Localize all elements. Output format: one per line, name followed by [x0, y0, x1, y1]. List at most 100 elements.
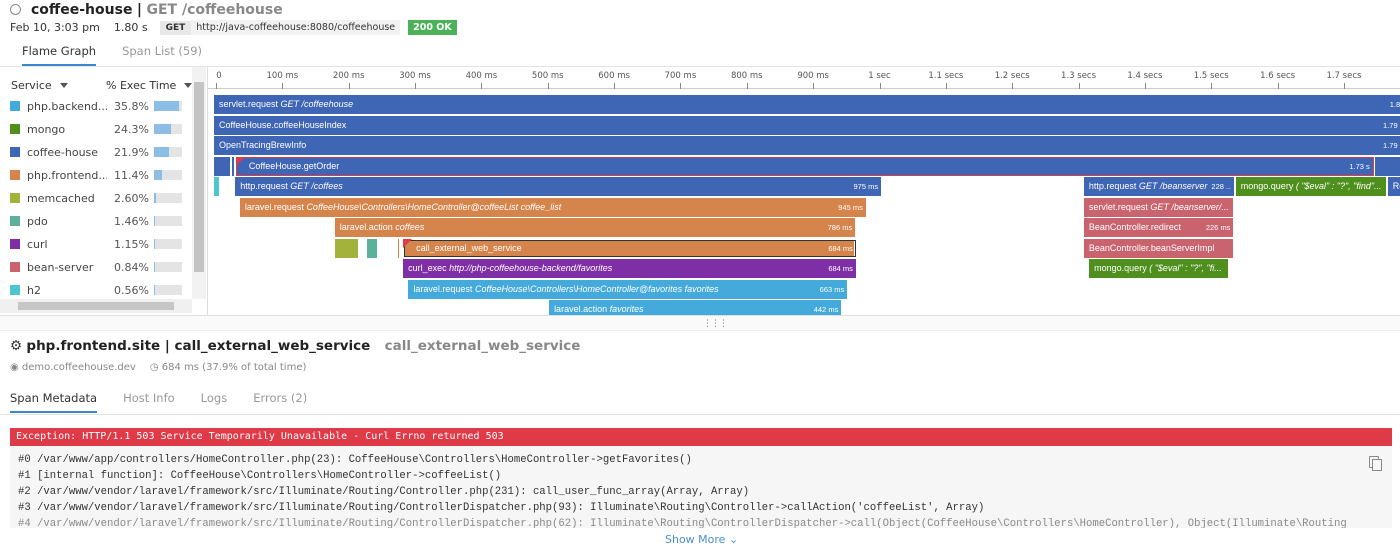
service-sort-header[interactable]: Service: [11, 79, 68, 92]
flame-span[interactable]: http.request GET /coffees 975 ms: [235, 177, 883, 196]
span-duration: 1.79: [1383, 141, 1398, 150]
grip-icon[interactable]: ⋮⋮⋮: [703, 319, 728, 329]
flame-span[interactable]: mongo.query ( "$eval" : "?", "find"...: [1235, 177, 1388, 196]
axis-tick: [1078, 83, 1080, 89]
service-name: h2: [27, 283, 41, 297]
scrollbar-thumb[interactable]: [18, 302, 174, 310]
host-name[interactable]: demo.coffeehouse.dev: [21, 362, 136, 373]
percent-bar-fill: [154, 285, 155, 295]
service-percent: 0.56%: [114, 283, 149, 297]
flame-span[interactable]: [366, 238, 378, 258]
axis-tick: [680, 83, 682, 89]
axis-tick: [1343, 83, 1345, 89]
span-label: servlet.request GET /beanserver/...: [1089, 198, 1231, 217]
axis-tick: [348, 83, 350, 89]
flame-span[interactable]: [300, 218, 303, 237]
percent-bar: [154, 101, 182, 111]
tab-span-list[interactable]: Span List (59): [122, 44, 203, 58]
show-more-link[interactable]: Show More ⌄: [665, 533, 739, 546]
exec-time-sort-header[interactable]: % Exec Time: [106, 79, 193, 92]
span-name: BeanController.beanServerImpl: [1088, 242, 1215, 253]
tab-span-metadata[interactable]: Span Metadata: [10, 391, 98, 413]
tab-errors[interactable]: Errors (2): [253, 391, 308, 405]
service-row[interactable]: mongo 24.3%: [0, 119, 192, 139]
flame-span[interactable]: CoffeeHouse.getOrder 1.73 s: [235, 156, 1374, 176]
flame-span[interactable]: [1375, 156, 1400, 176]
service-color-swatch: [10, 216, 20, 226]
service-row[interactable]: curl 1.15%: [0, 234, 192, 254]
span-name: BeanController.redirect: [1088, 222, 1181, 232]
flame-span[interactable]: [334, 238, 359, 258]
span-resource: GET /beanserver/...: [1150, 201, 1229, 212]
flame-span[interactable]: curl_exec http://php-coffeehouse-backend…: [403, 259, 857, 278]
flame-span[interactable]: mongo.query ( "$eval" : "?", "fi...: [1089, 259, 1230, 278]
percent-bar-fill: [154, 262, 155, 272]
service-row[interactable]: coffee-house 21.9%: [0, 142, 192, 162]
span-label: laravel.action favorites: [554, 300, 810, 315]
flame-span[interactable]: http.request GET /beanserver 228 ...: [1083, 177, 1236, 196]
service-color-swatch: [10, 101, 20, 111]
axis-tick: [282, 83, 284, 89]
tab-host-info[interactable]: Host Info: [123, 391, 175, 405]
axis-tick: [879, 83, 881, 89]
service-header-label: Service: [11, 79, 52, 92]
axis-tick: [746, 83, 748, 89]
tab-logs[interactable]: Logs: [200, 391, 228, 405]
span-resource: favorites: [609, 304, 644, 314]
flame-span[interactable]: [537, 300, 540, 315]
flame-span[interactable]: Re: [1387, 177, 1400, 196]
span-name: curl_exec: [408, 263, 447, 273]
flame-span[interactable]: laravel.action coffees 786 ms: [334, 218, 857, 237]
span-resource: CoffeeHouse\Controllers\HomeController@f…: [474, 283, 719, 294]
panel-resize-handle[interactable]: [0, 315, 1400, 331]
flame-span[interactable]: [214, 156, 231, 176]
flame-graph: servlet.request GET /coffeehouse1.80Coff…: [214, 95, 1400, 315]
span-label: Re: [1393, 177, 1400, 196]
flame-span[interactable]: [214, 177, 220, 196]
flame-span[interactable]: laravel.action favorites 442 ms: [549, 300, 843, 315]
service-row[interactable]: php.backend... 35.8%: [0, 96, 192, 116]
service-name: curl: [27, 237, 48, 251]
span-name: mongo.query: [1094, 263, 1147, 273]
flame-span[interactable]: servlet.request GET /beanserver/...: [1083, 197, 1235, 217]
axis-tick-label: 1.1 secs: [928, 71, 964, 81]
percent-bar-fill: [154, 124, 171, 134]
time-axis: 0 100 ms 200 ms 300 ms 400 ms 500 ms 600 ms 700…: [208, 67, 1400, 89]
caret-down-icon: [184, 83, 193, 88]
service-percent: 11.4%: [114, 168, 149, 182]
service-name: memcached: [27, 191, 95, 205]
axis-tick-label: 1 sec: [868, 71, 891, 81]
flame-span[interactable]: laravel.request CoffeeHouse\Controllers\…: [239, 197, 867, 217]
span-name: laravel.request: [413, 283, 473, 294]
span-name: laravel.action: [554, 304, 608, 314]
service-row[interactable]: pdo 1.46%: [0, 211, 192, 231]
service-row[interactable]: bean-server 0.84%: [0, 257, 192, 277]
service-row[interactable]: h2 0.56%: [0, 280, 192, 300]
span-label: http.request GET /beanserver: [1089, 177, 1208, 196]
flame-span[interactable]: OpenTracingBrewInfo 1.79: [214, 136, 1400, 155]
span-label: BeanController.redirect: [1089, 218, 1202, 237]
flame-span[interactable]: [322, 218, 325, 237]
http-method-badge: GET: [159, 20, 192, 35]
axis-tick: [614, 83, 616, 89]
span-resource: CoffeeHouse\Controllers\HomeController@c…: [306, 201, 562, 212]
flame-span[interactable]: BeanController.redirect 226 ms: [1083, 218, 1235, 237]
scrollbar-thumb[interactable]: [194, 82, 204, 272]
flame-span[interactable]: [231, 156, 236, 176]
axis-tick-label: 1.7 secs: [1326, 71, 1362, 81]
exec-header-label: % Exec Time: [106, 79, 177, 92]
tab-flame-graph[interactable]: Flame Graph: [22, 44, 97, 66]
axis-tick: [1144, 83, 1146, 89]
service-row[interactable]: memcached 2.60%: [0, 188, 192, 208]
span-duration: 663 ms: [819, 284, 845, 294]
flame-span[interactable]: call_external_web_service 684 ms: [403, 238, 857, 258]
flame-span[interactable]: BeanController.beanServerImpl: [1083, 238, 1235, 258]
flame-span[interactable]: CoffeeHouse.coffeeHouseIndex 1.79: [214, 115, 1400, 135]
copy-icon-front[interactable]: [1372, 459, 1382, 471]
span-label: mongo.query ( "$eval" : "?", "fi...: [1094, 259, 1225, 278]
span-name: http.request: [240, 181, 288, 191]
flame-span[interactable]: laravel.request CoffeeHouse\Controllers\…: [408, 279, 849, 299]
flame-span[interactable]: [398, 238, 400, 258]
service-row[interactable]: php.frontend... 11.4%: [0, 165, 192, 185]
